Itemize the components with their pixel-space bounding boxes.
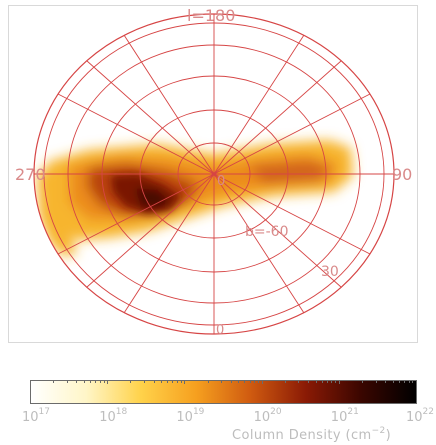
colorbar-minor-tick	[76, 380, 78, 383]
colorbar-minor-tick	[315, 380, 317, 383]
colorbar-minor-tick	[230, 380, 232, 383]
colorbar-minor-tick	[53, 380, 55, 383]
colorbar-minor-tick	[331, 380, 333, 383]
colorbar-minor-tick	[321, 380, 323, 383]
column-density-emission	[37, 140, 353, 256]
colorbar-tick	[30, 380, 31, 384]
graticule	[33, 13, 395, 335]
colorbar-minor-tick	[238, 380, 240, 383]
colorbar-minor-tick	[404, 380, 406, 383]
colorbar-minor-tick	[161, 380, 163, 383]
colorbar-minor-tick	[249, 380, 251, 383]
colorbar	[30, 380, 417, 404]
emission-right-inner	[249, 161, 331, 184]
colorbar-minor-tick	[408, 380, 410, 383]
label-270: 270	[15, 165, 46, 184]
colorbar-tick	[261, 380, 263, 384]
colorbar-minor-tick	[362, 380, 364, 383]
colorbar-minor-tick	[176, 380, 178, 383]
colorbar-tick	[338, 380, 340, 384]
label-b-minus-60: b=-60	[245, 224, 289, 240]
label-ring-30: 30	[321, 264, 339, 280]
colorbar-tick-label: 1018	[99, 407, 128, 425]
map-panel: l=180 270 90 0 b=-60 30 0	[8, 5, 418, 343]
colorbar-minor-tick	[130, 380, 132, 383]
colorbar-tick	[184, 380, 186, 384]
colorbar-minor-tick	[180, 380, 182, 383]
sky-map	[33, 13, 395, 335]
colorbar-tick-label: 1019	[176, 407, 205, 425]
colorbar-tick-label: 1017	[22, 407, 50, 425]
colorbar-minor-tick	[385, 380, 387, 383]
colorbar-minor-tick	[103, 380, 105, 383]
colorbar-minor-tick	[172, 380, 174, 383]
colorbar-minor-tick	[144, 380, 146, 383]
colorbar-minor-tick	[412, 380, 414, 383]
colorbar-minor-tick	[153, 380, 155, 383]
colorbar-minor-tick	[207, 380, 209, 383]
colorbar-minor-tick	[326, 380, 328, 383]
colorbar-tick	[107, 380, 109, 384]
colorbar-minor-tick	[284, 380, 286, 383]
colorbar-minor-tick	[66, 380, 68, 383]
colorbar-minor-tick	[398, 380, 400, 383]
colorbar-minor-tick	[254, 380, 256, 383]
colorbar-tick	[416, 380, 417, 384]
colorbar-minor-tick	[375, 380, 377, 383]
label-bottom-0: 0	[216, 323, 225, 338]
colorbar-minor-tick	[392, 380, 394, 383]
colorbar-minor-tick	[167, 380, 169, 383]
colorbar-minor-tick	[244, 380, 246, 383]
colorbar-minor-tick	[308, 380, 310, 383]
colorbar-tick-label: 1022	[406, 407, 434, 425]
label-center-0: 0	[217, 174, 226, 189]
colorbar-minor-tick	[335, 380, 337, 383]
colorbar-tick-label: 1021	[330, 407, 359, 425]
colorbar-minor-tick	[99, 380, 101, 383]
colorbar-minor-tick	[258, 380, 260, 383]
colorbar-title: Column Density (cm−2)	[232, 426, 392, 443]
colorbar-minor-tick	[298, 380, 300, 383]
label-l-180: l=180	[187, 6, 236, 25]
colorbar-minor-tick	[83, 380, 85, 383]
colorbar-minor-tick	[95, 380, 97, 383]
colorbar-minor-tick	[90, 380, 92, 383]
label-90: 90	[392, 165, 413, 184]
colorbar-tick-label: 1020	[253, 407, 282, 425]
meridian-diag-6	[123, 34, 305, 314]
colorbar-minor-tick	[221, 380, 223, 383]
